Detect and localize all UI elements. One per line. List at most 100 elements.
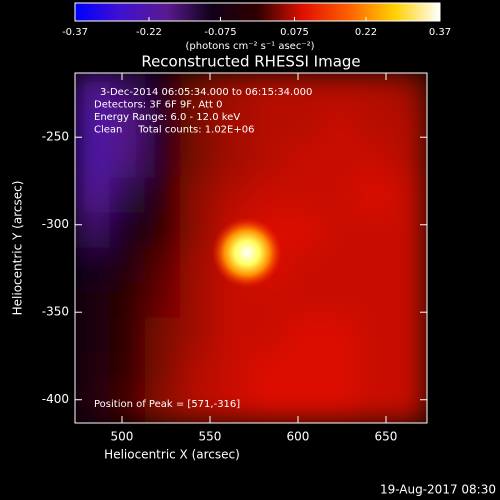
- heatmap-cell: [180, 212, 217, 249]
- x-tick-label: 650: [375, 430, 398, 444]
- info-line: Clean Total counts: 1.02E+06: [94, 125, 254, 136]
- heatmap-cell: [144, 107, 182, 144]
- heatmap-cell: [391, 282, 427, 319]
- heatmap-cell: [391, 387, 427, 423]
- heatmap-cell: [109, 73, 146, 109]
- heatmap-cell: [320, 352, 358, 389]
- heatmap-cell: [285, 317, 322, 354]
- x-tick-label: 600: [287, 430, 310, 444]
- heatmap-cell: [180, 317, 217, 354]
- heatmap-cell: [391, 177, 427, 214]
- heatmap-cell: [215, 73, 252, 109]
- heatmap-cell: [144, 142, 182, 179]
- heatmap-cell: [144, 317, 182, 354]
- heatmap-cell: [144, 247, 182, 284]
- heatmap-cell: [356, 352, 393, 389]
- heatmap-cell: [285, 387, 322, 423]
- heatmap-cell: [144, 212, 182, 249]
- heatmap-cell: [215, 317, 252, 354]
- heatmap-cell: [250, 352, 287, 389]
- heatmap-cell: [180, 352, 217, 389]
- colorbar-tick-label: -0.075: [204, 27, 236, 38]
- heatmap-cell: [285, 177, 322, 214]
- heatmap-cell: [180, 247, 217, 284]
- heatmap-cell: [144, 282, 182, 319]
- heatmap-cell: [320, 317, 358, 354]
- heatmap-cell: [75, 387, 111, 423]
- heatmap-cell: [285, 73, 322, 109]
- heatmap-cell: [285, 212, 322, 249]
- heatmap-cell: [356, 177, 393, 214]
- heatmap-cell: [215, 177, 252, 214]
- heatmap-cell: [356, 212, 393, 249]
- y-tick-label: -350: [42, 305, 69, 319]
- heatmap-cell: [144, 352, 182, 389]
- heatmap-cell: [109, 107, 146, 144]
- heatmap-cell: [356, 317, 393, 354]
- colorbar-tick-label: 0.075: [280, 27, 309, 38]
- heatmap-cell: [356, 73, 393, 109]
- heatmap-cell: [320, 73, 358, 109]
- heatmap-cell: [144, 73, 182, 109]
- x-tick-label: 500: [111, 430, 134, 444]
- heatmap-cell: [356, 282, 393, 319]
- heatmap-cell: [250, 317, 287, 354]
- heatmap-cell: [285, 107, 322, 144]
- y-tick-label: -400: [42, 392, 69, 406]
- heatmap-cell: [109, 387, 146, 423]
- heatmap-cell: [180, 177, 217, 214]
- colorbar-tick-label: -0.22: [136, 27, 162, 38]
- heatmap-cell: [250, 387, 287, 423]
- heatmap-cell: [75, 247, 111, 284]
- heatmap-cell: [285, 247, 322, 284]
- heatmap-cell: [215, 282, 252, 319]
- peak-source: [212, 217, 282, 288]
- heatmap-cell: [391, 352, 427, 389]
- x-axis-label: Heliocentric X (arcsec): [104, 448, 240, 462]
- x-tick-label: 550: [199, 430, 222, 444]
- heatmap-cell: [109, 142, 146, 179]
- heatmap-cell: [75, 352, 111, 389]
- heatmap-cell: [320, 282, 358, 319]
- heatmap-cell: [250, 142, 287, 179]
- heatmap-cell: [320, 107, 358, 144]
- heatmap-cell: [250, 177, 287, 214]
- y-tick-label: -250: [42, 130, 69, 144]
- peak-annotation: Position of Peak = [571,-316]: [94, 399, 240, 410]
- heatmap-cell: [215, 387, 252, 423]
- heatmap-cell: [391, 317, 427, 354]
- y-axis-label: Heliocentric Y (arcsec): [11, 181, 25, 316]
- colorbar-tick-label: -0.37: [62, 27, 88, 38]
- heatmap-cell: [109, 282, 146, 319]
- heatmap-cell: [75, 317, 111, 354]
- chart-title: Reconstructed RHESSI Image: [141, 53, 360, 71]
- heatmap-cell: [356, 107, 393, 144]
- colorbar: [74, 2, 441, 22]
- heatmap-cell: [75, 142, 111, 179]
- heatmap-cell: [75, 282, 111, 319]
- heatmap-cell: [391, 212, 427, 249]
- heatmap-cell: [391, 247, 427, 284]
- heatmap-cell: [285, 352, 322, 389]
- heatmap-cell: [320, 247, 358, 284]
- heatmap-cell: [356, 387, 393, 423]
- heatmap-cell: [356, 247, 393, 284]
- heatmap-cell: [109, 352, 146, 389]
- plot-area: [75, 73, 427, 423]
- heatmap-cell: [285, 142, 322, 179]
- heatmap-cell: [215, 142, 252, 179]
- heatmap-cell: [109, 212, 146, 249]
- heatmap-cell: [75, 212, 111, 249]
- heatmap-cell: [75, 73, 111, 109]
- y-tick-label: -300: [42, 217, 69, 231]
- heatmap-cell: [75, 177, 111, 214]
- heatmap-cell: [320, 212, 358, 249]
- heatmap-cell: [285, 282, 322, 319]
- heatmap-cell: [250, 73, 287, 109]
- heatmap-cell: [109, 247, 146, 284]
- heatmap-cell: [250, 282, 287, 319]
- heatmap-cell: [320, 177, 358, 214]
- heatmap-cell: [180, 282, 217, 319]
